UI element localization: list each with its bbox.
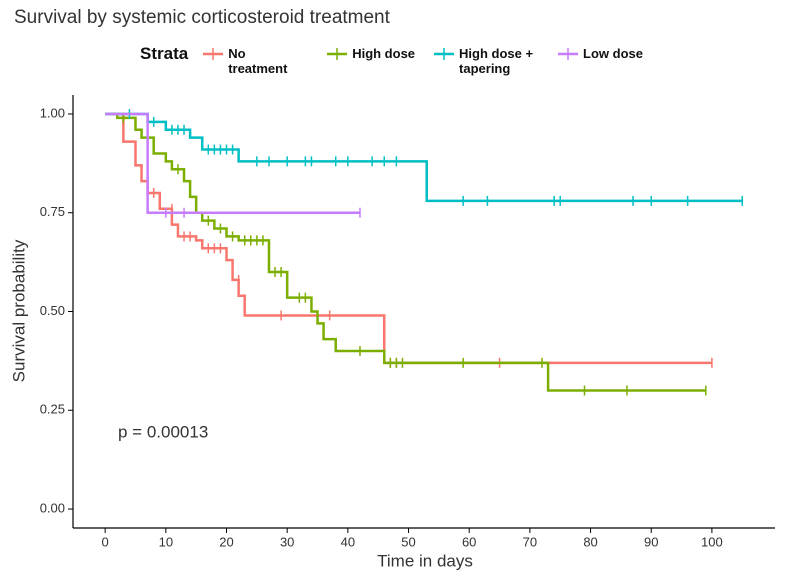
survival-curve <box>105 112 712 365</box>
survival-curve <box>105 112 706 392</box>
survival-curve <box>105 112 360 214</box>
legend-title: Strata <box>140 44 189 63</box>
p-value: p = 0.00013 <box>118 422 208 441</box>
x-tick-label: 60 <box>462 534 476 549</box>
legend-label: No treatment <box>228 46 288 76</box>
x-tick-label: 0 <box>102 534 109 549</box>
x-tick-label: 100 <box>701 534 723 549</box>
legend-item: High dose <box>326 46 415 62</box>
survival-curve <box>105 112 743 203</box>
x-tick-label: 40 <box>341 534 355 549</box>
y-axis-label: Survival probability <box>9 239 28 382</box>
y-tick-label: 0.00 <box>40 500 65 515</box>
legend-key <box>558 48 579 60</box>
x-axis-label: Time in days <box>377 551 473 570</box>
y-tick-label: 0.25 <box>40 402 65 417</box>
x-tick-label: 70 <box>523 534 537 549</box>
x-tick-label: 80 <box>583 534 597 549</box>
legend-item: No treatment <box>202 46 308 76</box>
y-tick-label: 1.00 <box>40 105 65 120</box>
legend-item: Low dose <box>557 46 643 62</box>
legend-key <box>327 48 348 60</box>
legend-item: High dose + tapering <box>433 46 539 76</box>
legend-key <box>434 48 455 60</box>
legend-label: High dose + tapering <box>459 46 534 76</box>
x-tick-label: 20 <box>219 534 233 549</box>
x-tick-label: 50 <box>401 534 415 549</box>
legend-label: High dose <box>352 46 416 61</box>
x-tick-label: 90 <box>644 534 658 549</box>
x-tick-label: 30 <box>280 534 294 549</box>
y-tick-label: 0.75 <box>40 204 65 219</box>
legend: Strata No treatment High dose High dose + … <box>140 44 661 76</box>
chart-title: Survival by systemic corticosteroid trea… <box>14 7 391 28</box>
y-tick-label: 0.50 <box>40 303 65 318</box>
legend-label: Low dose <box>583 46 643 61</box>
x-tick-label: 10 <box>159 534 173 549</box>
legend-key <box>203 48 224 60</box>
